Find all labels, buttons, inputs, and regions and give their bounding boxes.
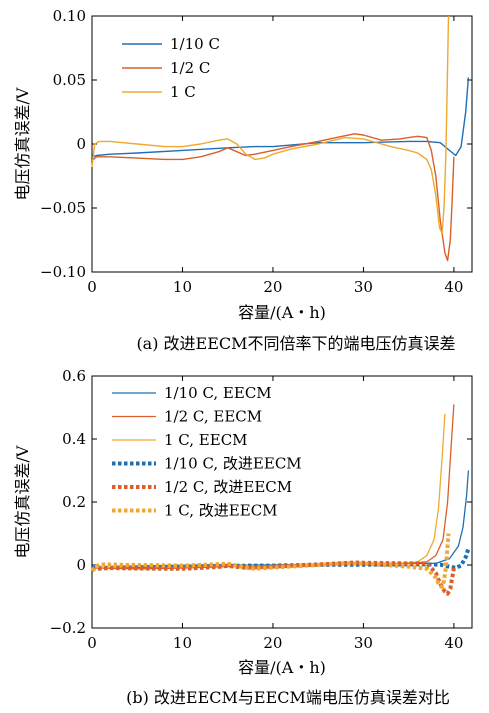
legend-label: 1 C <box>170 83 196 101</box>
x-tick-label: 40 <box>444 278 463 296</box>
y-tick-label: −0.2 <box>50 619 86 637</box>
lines-a <box>91 15 470 262</box>
x-tick-label: 20 <box>263 634 282 652</box>
x-tick-label: 40 <box>444 634 463 652</box>
y-tick-label: 0.10 <box>53 7 86 25</box>
series-line <box>91 133 455 262</box>
x-tick-label: 30 <box>354 278 373 296</box>
x-tick-label: 0 <box>87 634 97 652</box>
xlabel-a: 容量/(A・h) <box>238 303 326 322</box>
legend-label: 1/2 C, EECM <box>164 408 262 426</box>
y-tick-label: 0.6 <box>62 367 86 385</box>
y-tick-label: 0 <box>76 135 86 153</box>
y-tick-label: −0.10 <box>40 263 86 281</box>
xlabel-b: 容量/(A・h) <box>238 658 326 677</box>
legend-a: 1/10 C 1/2 C 1 C <box>122 35 220 101</box>
y-tick-label: 0.05 <box>53 71 86 89</box>
x-tick-label: 10 <box>173 634 192 652</box>
ylabel-a: 电压仿真误差/V <box>13 87 32 200</box>
ylabel-b: 电压仿真误差/V <box>13 445 32 558</box>
lines-b <box>90 404 471 596</box>
legend-label: 1/2 C, 改进EECM <box>164 478 292 496</box>
caption-b: (b) 改进EECM与EECM端电压仿真误差对比 <box>126 688 450 707</box>
series-line <box>91 560 456 596</box>
axes-a: 0 10 20 30 40 0.10 0.05 0 −0.05 −0.10 <box>40 7 472 296</box>
legend-label: 1 C, EECM <box>164 431 248 449</box>
y-tick-label: 0.2 <box>62 493 86 511</box>
legend-label: 1/10 C, 改进EECM <box>164 455 302 473</box>
series-line <box>90 533 451 589</box>
axes-b: 0 10 20 30 400.60.40.20−0.2 <box>50 367 472 652</box>
y-tick-label: 0 <box>76 556 86 574</box>
plot-area-a <box>91 15 473 273</box>
legend-b: 1/10 C, EECM 1/2 C, EECM 1 C, EECM 1/10 C, … <box>112 384 302 520</box>
plot-area-b <box>91 375 473 629</box>
legend-label: 1/2 C <box>170 59 210 77</box>
series-line <box>91 15 450 235</box>
x-tick-label: 30 <box>354 634 373 652</box>
x-tick-label: 20 <box>263 278 282 296</box>
panel-b: 0 10 20 30 400.60.40.20−0.2 1/10 C, EECM1/2 … <box>13 367 473 707</box>
legend-label: 1 C, 改进EECM <box>164 502 278 520</box>
legend-label: 1/10 C <box>170 35 220 53</box>
legend-label: 1/10 C, EECM <box>164 384 272 402</box>
x-tick-label: 0 <box>87 278 97 296</box>
x-tick-label: 10 <box>173 278 192 296</box>
caption-a: (a) 改进EECM不同倍率下的端电压仿真误差 <box>136 334 455 353</box>
y-tick-label: −0.05 <box>40 199 86 217</box>
y-tick-label: 0.4 <box>62 430 86 448</box>
series-line <box>91 77 470 158</box>
panel-a: 0 10 20 30 40 0.10 0.05 0 −0.05 −0.10 1/10 C 1/2 C… <box>13 7 473 353</box>
